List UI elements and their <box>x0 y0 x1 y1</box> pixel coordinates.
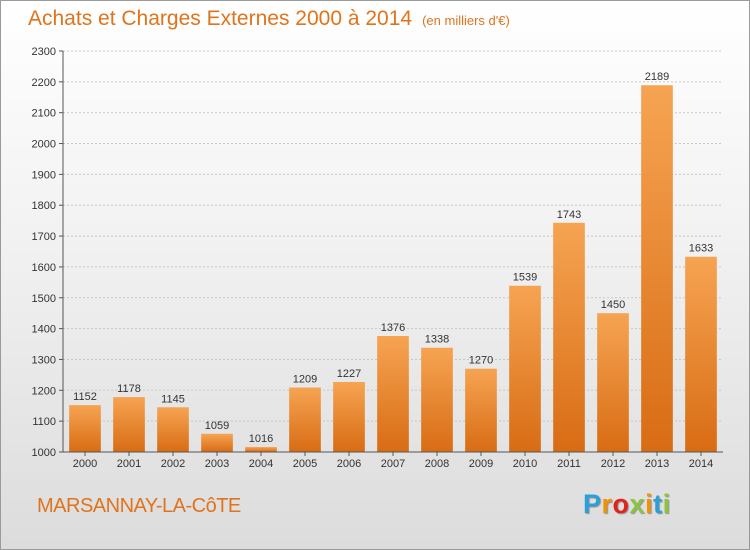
bar-2014 <box>685 256 717 452</box>
bar-2012 <box>597 313 629 452</box>
y-tick-label: 2200 <box>32 77 56 89</box>
y-tick-label: 2100 <box>32 108 56 120</box>
chart-subtitle: (en milliers d'€) <box>422 13 510 28</box>
y-tick-label: 1700 <box>32 231 56 243</box>
x-tick-label: 2014 <box>689 458 713 470</box>
x-tick-label: 2005 <box>293 458 317 470</box>
bar-2005 <box>289 387 321 452</box>
y-tick-label: 1300 <box>32 354 56 366</box>
y-tick-label: 2300 <box>32 46 56 58</box>
y-axis: 1000 1100 1200 1300 1400 1500 1600 1700 1800 1900… <box>32 46 64 459</box>
y-tick-label: 1900 <box>32 169 56 181</box>
bar-2008 <box>421 347 453 452</box>
data-label: 1376 <box>381 322 405 334</box>
y-tick-label: 1200 <box>32 385 56 397</box>
x-tick-label: 2000 <box>73 458 97 470</box>
data-label: 1152 <box>73 391 97 403</box>
x-tick-label: 2007 <box>381 458 405 470</box>
bar-2000 <box>69 405 101 452</box>
data-label: 1539 <box>513 272 537 284</box>
data-label: 1178 <box>117 383 141 395</box>
bar-2009 <box>465 368 497 452</box>
data-label: 2189 <box>645 71 669 83</box>
x-tick-label: 2013 <box>645 458 669 470</box>
x-tick-label: 2001 <box>117 458 141 470</box>
bar-2004 <box>245 447 277 452</box>
data-label: 1270 <box>469 355 493 367</box>
x-axis: 2000 2001 2002 2003 2004 2005 2006 2007 2008 2009… <box>63 451 723 470</box>
data-label: 1450 <box>601 299 625 311</box>
bar-2007 <box>377 336 409 452</box>
y-tick-label: 2000 <box>32 139 56 151</box>
x-tick-label: 2008 <box>425 458 449 470</box>
x-tick-label: 2004 <box>249 458 273 470</box>
x-tick-label: 2011 <box>557 458 581 470</box>
data-label: 1209 <box>293 374 317 386</box>
x-tick-label: 2009 <box>469 458 493 470</box>
data-label: 1743 <box>557 209 581 221</box>
proxiti-logo: Proxiti <box>583 489 671 519</box>
y-tick-label: 1600 <box>32 262 56 274</box>
y-tick-label: 1500 <box>32 293 56 305</box>
x-tick-label: 2006 <box>337 458 361 470</box>
data-label: 1338 <box>425 334 449 346</box>
bar-2013 <box>641 85 673 452</box>
x-tick-label: 2002 <box>161 458 185 470</box>
x-tick-label: 2012 <box>601 458 625 470</box>
chart-title: Achats et Charges Externes 2000 à 2014 (e… <box>28 7 510 31</box>
bar-2011 <box>553 222 585 452</box>
y-tick-label: 1100 <box>32 416 56 428</box>
bar-2002 <box>157 407 189 452</box>
data-label: 1059 <box>205 420 229 432</box>
location-name: MARSANNAY-LA-CôTE <box>37 495 241 517</box>
data-label: 1016 <box>249 433 273 445</box>
x-tick-label: 2010 <box>513 458 537 470</box>
y-tick-label: 1400 <box>32 324 56 336</box>
bars: 1152 1178 1145 1059 1016 1209 1227 1376 1338 1270… <box>69 71 717 452</box>
y-tick-label: 1000 <box>32 447 56 459</box>
x-tick-label: 2003 <box>205 458 229 470</box>
title-text: Achats et Charges Externes 2000 à 2014 <box>28 7 413 30</box>
bar-2006 <box>333 381 365 452</box>
y-tick-label: 1800 <box>32 200 56 212</box>
data-label: 1227 <box>337 368 361 380</box>
data-label: 1633 <box>689 243 713 255</box>
bar-2003 <box>201 433 233 452</box>
bar-2010 <box>509 285 541 452</box>
data-label: 1145 <box>161 393 185 405</box>
bar-2001 <box>113 397 145 452</box>
